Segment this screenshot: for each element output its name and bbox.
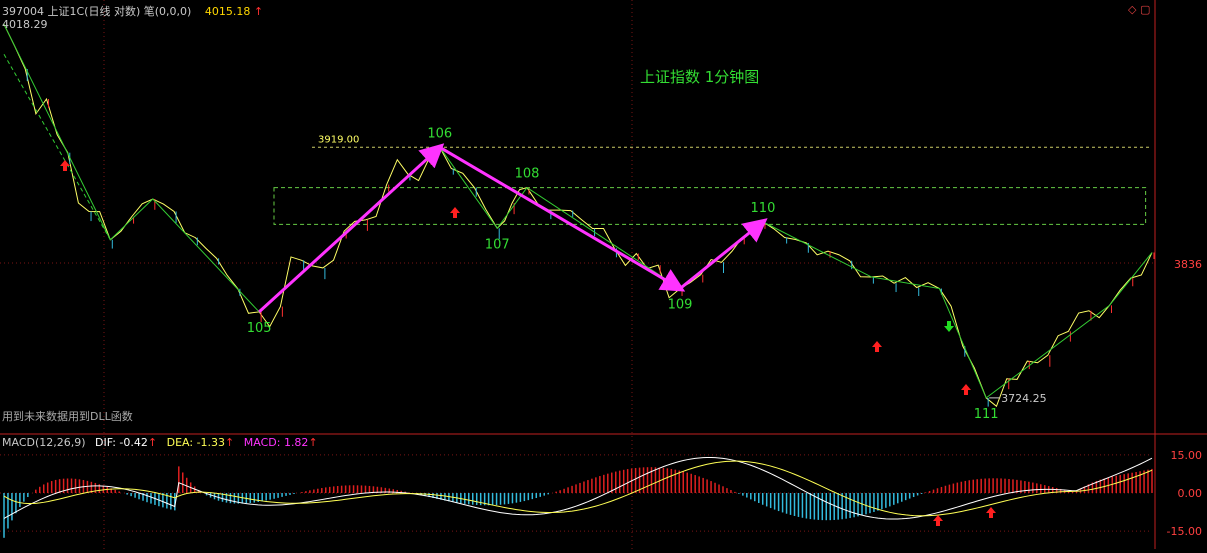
- chart-title: 上证指数 1分钟图: [640, 68, 760, 86]
- trend-arrow-105-106: [258, 143, 445, 313]
- pivot-label-105: 105: [247, 321, 272, 336]
- sell-arrow-icon: [944, 321, 954, 332]
- symbol-title: 397004 上证1C(日线 对数) 笔(0,0,0): [2, 5, 192, 18]
- consolidation-box: [273, 187, 1147, 225]
- low-price-label: 3724.25: [1001, 392, 1046, 405]
- buy-arrow-icon-2: [872, 341, 882, 352]
- macd-arrow-icon: ↑: [308, 436, 318, 449]
- dea-label: DEA: -1.33: [166, 436, 226, 449]
- up-arrow-icon: ↑: [253, 5, 264, 18]
- right-axis-price: 3836: [1174, 258, 1202, 271]
- pivot-label-108: 108: [515, 167, 540, 182]
- macd-label: MACD: 1.82: [243, 436, 309, 449]
- pivot-label-111: 111: [974, 407, 999, 422]
- bi-dashed-line: [3, 54, 111, 240]
- buy-arrow-icon-0: [60, 160, 70, 171]
- window-icons[interactable]: ◇ ▢: [1128, 3, 1151, 16]
- pivot-label-110: 110: [751, 201, 776, 216]
- price-line: [3, 24, 1153, 408]
- trend-arrow-106-109: [439, 146, 686, 292]
- macd-title: MACD(12,26,9): [2, 436, 86, 449]
- header-bar: 397004 上证1C(日线 对数) 笔(0,0,0) 4015.18 ↑: [2, 3, 263, 19]
- high-start-label: 4018.29: [2, 18, 48, 31]
- pivot-label-107: 107: [485, 237, 510, 252]
- macd-tick-label: -15.00: [1167, 525, 1202, 538]
- dea-line: [3, 460, 1153, 517]
- chart-note: 用到未来数据用到DLL函数: [2, 410, 133, 423]
- dea-arrow-icon: ↑: [225, 436, 235, 449]
- dif-line: [3, 457, 1153, 520]
- buy-arrow-icon-1: [450, 207, 460, 218]
- macd-tick-label: 0.00: [1178, 487, 1203, 500]
- trend-arrow-109-110: [679, 218, 768, 290]
- resistance-label: 3919.00: [318, 134, 359, 145]
- macd-header: MACD(12,26,9) DIF: -0.42↑ DEA: -1.33↑ MA…: [2, 436, 318, 449]
- dif-label: DIF: -0.42: [95, 436, 148, 449]
- pivot-label-106: 106: [427, 126, 452, 141]
- last-price: 4015.18: [204, 5, 251, 18]
- bi-line: [3, 24, 1153, 399]
- macd-buy-arrow-icon-0: [933, 515, 943, 526]
- pivot-label-109: 109: [668, 298, 693, 313]
- dif-arrow-icon: ↑: [147, 436, 158, 449]
- macd-buy-arrow-icon-1: [986, 507, 996, 518]
- macd-tick-label: 15.00: [1171, 449, 1203, 462]
- buy-arrow-icon-3: [961, 384, 971, 395]
